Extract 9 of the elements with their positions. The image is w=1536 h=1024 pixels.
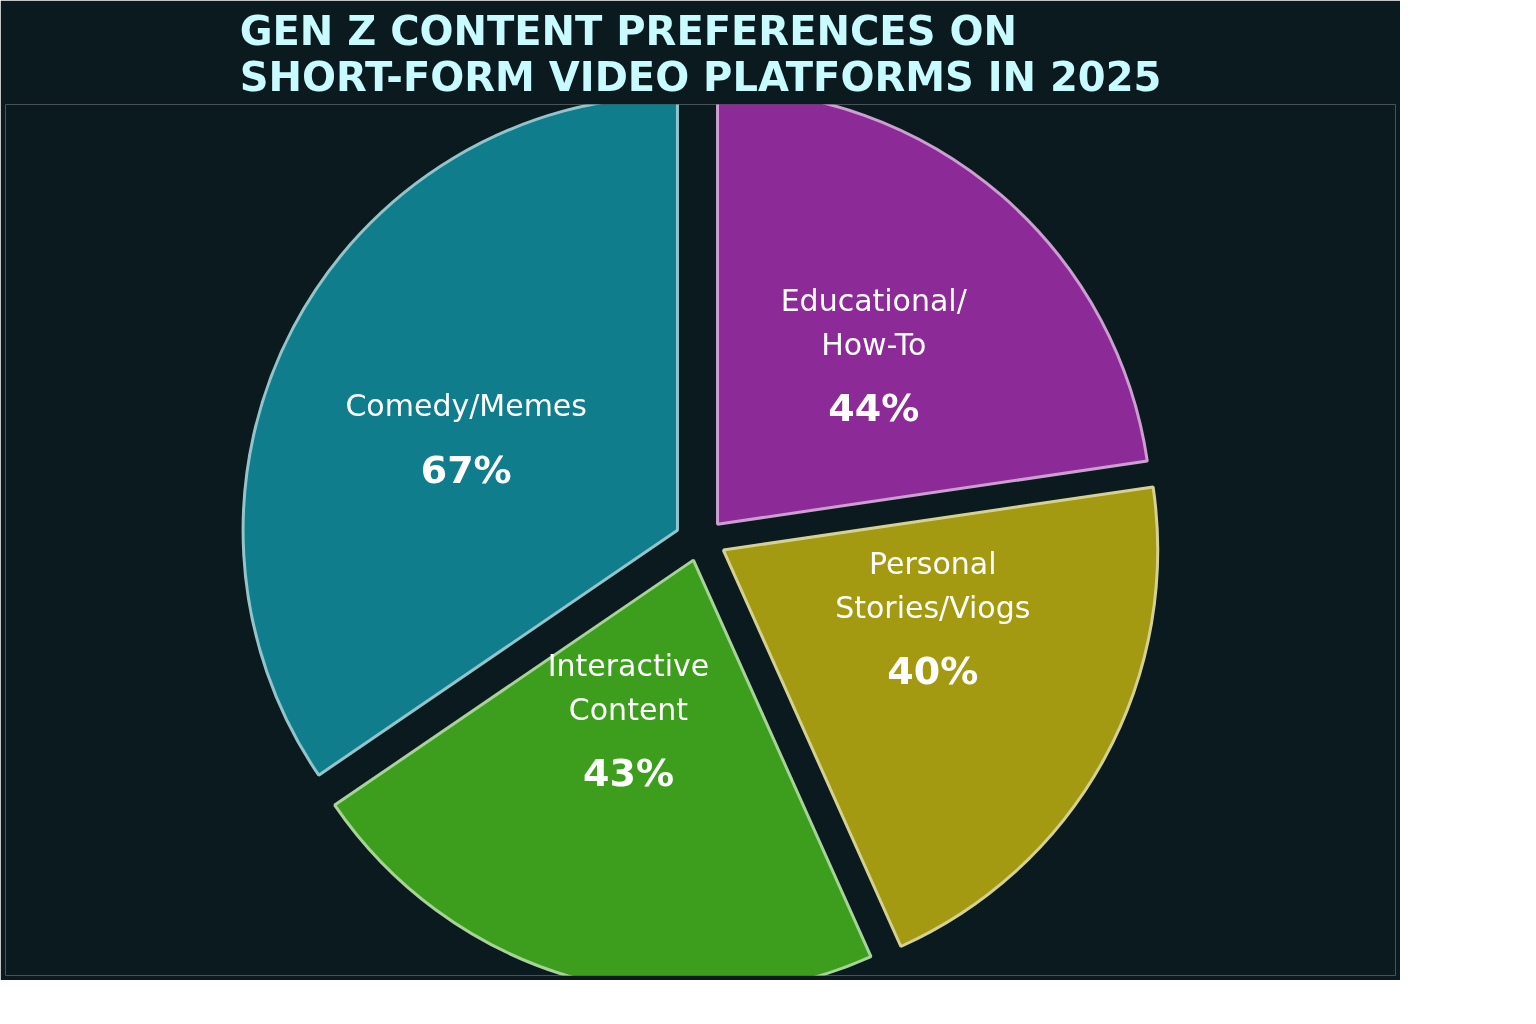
data-label: 43% (583, 751, 674, 796)
slice-label: Interactive Content (547, 648, 710, 728)
data-label: 40% (887, 649, 979, 694)
data-label: 67% (420, 447, 512, 492)
slice-label: Comedy/Memes (345, 388, 587, 424)
data-label: 44% (828, 386, 920, 431)
chart-title: GEN Z CONTENT PREFERENCES ON SHORT-FORM VIDEO PLATFORMS IN 2025 (239, 7, 1162, 100)
slice-label: Personal Stories/Viogs (835, 546, 1031, 625)
slice-label: Educational/How-To (780, 283, 968, 362)
